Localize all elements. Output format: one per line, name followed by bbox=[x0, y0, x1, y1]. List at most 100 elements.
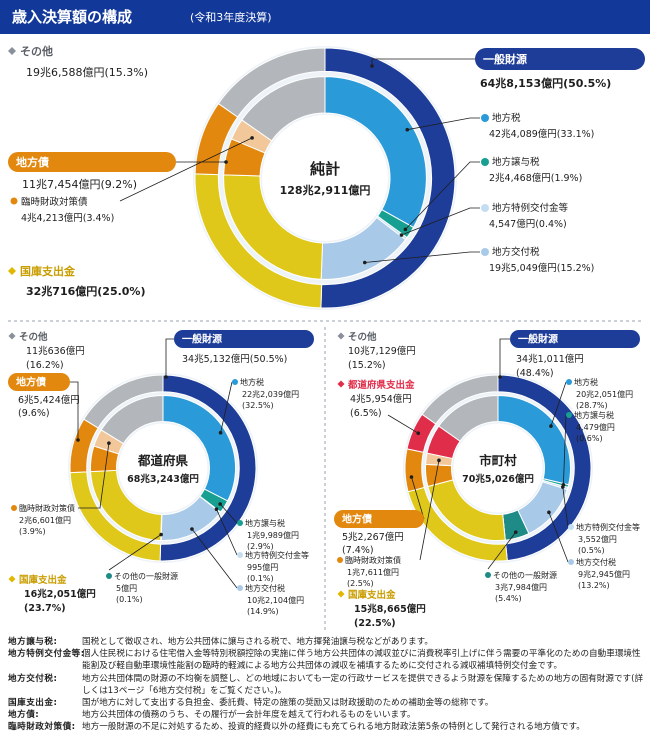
main-chihosai-tag bbox=[8, 152, 176, 172]
muni-inner-1-percent: (0.6%) bbox=[576, 434, 603, 443]
glossary: 地方譲与税: 国税として徴収され、地方公共団体に譲与される税で、地方揮発油譲与税な… bbox=[8, 636, 644, 734]
pref-other-percent: (0.1%) bbox=[116, 595, 143, 604]
muni-sonota-percent: (15.2%) bbox=[348, 360, 386, 371]
pref-inner-0-leader-dot bbox=[218, 430, 223, 435]
pref-inner-sonota bbox=[100, 394, 164, 445]
muni-kokko-label: 国庫支出金 bbox=[348, 589, 396, 601]
main-rinji-marker bbox=[10, 197, 18, 205]
glossary-row: 国庫支出金: 国が地方に対して支出する負担金、委託費、特定の施策の奨励又は財政援助… bbox=[8, 697, 644, 709]
pref-inner-0-label: 地方税 bbox=[240, 377, 264, 387]
glossary-term: 地方特例交付金等: bbox=[8, 649, 85, 660]
muni-inner-2-leader bbox=[562, 486, 569, 528]
glossary-term: 臨時財政対策債: bbox=[8, 722, 76, 733]
glossary-desc: 個人住民税における住宅借入金等特別税額控除の実施に伴う地方公共団体の減収並びに消… bbox=[82, 649, 641, 672]
pref-center-label: 都道府県 bbox=[137, 453, 189, 468]
muni-sonota-amount: 10兆7,129億円 bbox=[348, 345, 416, 357]
pref-other-label: その他の一般財源 bbox=[114, 571, 178, 581]
pref-inner-1-label: 地方譲与税 bbox=[245, 518, 285, 528]
muni-other-amount: 3兆7,984億円 bbox=[495, 582, 547, 592]
muni-inner-2-leader-dot bbox=[560, 485, 565, 489]
pref-inner-0-percent: (32.5%) bbox=[242, 401, 274, 410]
main-inner-0-amount: 42兆4,089億円(33.1%) bbox=[489, 128, 594, 140]
main-ippan-tag bbox=[475, 48, 645, 70]
main-ippan-leader-dot bbox=[370, 64, 374, 68]
main-outer-sonota bbox=[217, 47, 326, 118]
main-inner-3-leader-dot bbox=[362, 260, 367, 265]
main-kokko-amount: 32兆716億円(25.0%) bbox=[26, 284, 146, 298]
page-subtitle: (令和3年度決算) bbox=[190, 11, 272, 24]
main-inner-3-marker bbox=[481, 248, 489, 256]
pref-sonota-label: その他 bbox=[19, 331, 48, 343]
main-inner-0-marker bbox=[481, 114, 489, 122]
main-center bbox=[262, 115, 388, 241]
pref-ippan-leader bbox=[165, 338, 174, 377]
muni-sonota-marker bbox=[337, 332, 345, 340]
glossary-row: 地方債: 地方公共団体の債務のうち、その履行が一会計年度を越えて行われるものをいい… bbox=[8, 709, 644, 721]
main-inner-3-label: 地方交付税 bbox=[492, 246, 540, 258]
glossary-term: 地方交付税: bbox=[8, 673, 58, 684]
muni-chihosai-amount: 5兆2,267億円 bbox=[342, 531, 404, 543]
muni-rinji-marker bbox=[337, 557, 343, 563]
main-inner-3-leader bbox=[364, 251, 480, 263]
pref-inner-2-amount: 995億円 bbox=[247, 562, 278, 572]
main-inner-2-amount: 4,547億円(0.4%) bbox=[489, 218, 567, 230]
glossary-row: 地方交付税: 地方公共団体間の財源の不均衡を調整し、どの地域においても一定の行政サ… bbox=[8, 673, 644, 697]
pref-inner-1-leader-dot bbox=[218, 502, 222, 506]
muni-inner-2-marker bbox=[568, 524, 574, 530]
pref-sonota-amount: 11兆636億円 bbox=[26, 345, 85, 357]
pref-inner-1-marker bbox=[237, 520, 243, 526]
main-ippan-amount: 64兆8,153億円(50.5%) bbox=[480, 76, 611, 90]
main-inner-sonota bbox=[241, 76, 326, 142]
muni-ken-label: 都道府県支出金 bbox=[347, 379, 415, 391]
pref-sonota-percent: (16.2%) bbox=[26, 360, 64, 371]
glossary-term: 地方債: bbox=[8, 710, 40, 721]
muni-other-label: その他の一般財源 bbox=[493, 570, 557, 580]
pref-ippan-tag bbox=[174, 330, 314, 348]
glossary-desc: 国税として徴収され、地方公共団体に譲与される税で、地方揮発油譲与税などがあります… bbox=[82, 637, 433, 647]
main-center-label: 純計 bbox=[310, 160, 340, 178]
main-inner-3-amount: 19兆5,049億円(15.2%) bbox=[489, 262, 594, 274]
main-center-value: 128兆2,911億円 bbox=[280, 183, 371, 197]
pref-chihosai-percent: (9.6%) bbox=[18, 408, 50, 419]
muni-ippan-amount: 34兆1,011億円 bbox=[516, 353, 584, 365]
muni-inner-3-leader bbox=[548, 512, 569, 563]
main-inner-2-marker bbox=[481, 204, 489, 212]
muni-sonota-label: その他 bbox=[348, 331, 377, 343]
pref-rinji-percent: (3.9%) bbox=[19, 527, 46, 536]
page-header: 歳入決算額の構成 (令和3年度決算) bbox=[0, 0, 650, 34]
pref-inner-3-percent: (14.9%) bbox=[247, 607, 279, 616]
glossary-desc: 地方一般財源の不足に対処するため、投資的経費以外の経費にも充てられる地方財政法第… bbox=[82, 722, 585, 733]
muni-chihosai-percent: (7.4%) bbox=[342, 545, 374, 556]
pref-kokko-percent: (23.7%) bbox=[24, 603, 66, 614]
muni-inner-1-amount: 4,479億円 bbox=[576, 422, 615, 432]
pref-inner-3-leader bbox=[191, 528, 238, 589]
muni-inner-2-amount: 3,552億円 bbox=[578, 534, 617, 544]
pref-inner-1-leader bbox=[219, 503, 238, 524]
pref-inner-3-label: 地方交付税 bbox=[245, 583, 285, 593]
muni-inner-sonota bbox=[438, 394, 499, 442]
muni-inner-3-label: 地方交付税 bbox=[576, 557, 616, 567]
muni-kokko-amount: 15兆8,665億円 bbox=[354, 603, 426, 615]
muni-rinji-leader-dot bbox=[437, 458, 441, 463]
pref-inner-3-amount: 10兆2,104億円 bbox=[247, 595, 304, 605]
muni-rinji-amount: 1兆7,611億円 bbox=[347, 567, 399, 577]
muni-kokko-percent: (22.5%) bbox=[354, 618, 396, 629]
main-sonota-amount: 19兆6,588億円(15.3%) bbox=[26, 66, 148, 79]
main-ippan-leader bbox=[371, 58, 475, 66]
muni-ken-leader bbox=[387, 414, 419, 434]
muni-ken-leader-dot bbox=[416, 431, 421, 435]
muni-rinji-percent: (2.5%) bbox=[347, 579, 374, 588]
pref-inner-2-leader bbox=[216, 509, 238, 556]
pref-inner-3-marker bbox=[237, 585, 243, 591]
main-inner-2-label: 地方特例交付金等 bbox=[492, 202, 569, 214]
pref-inner-2-percent: (0.1%) bbox=[247, 574, 274, 583]
glossary-row: 地方特例交付金等: 個人住民税における住宅借入金等特別税額控除の実施に伴う地方公共… bbox=[8, 648, 644, 672]
muni-ippan-tag bbox=[510, 330, 640, 348]
pref-kokko-label: 国庫支出金 bbox=[19, 574, 67, 586]
muni-inner-2-label: 地方特例交付金等 bbox=[576, 522, 640, 532]
muni-chihosai-leader-dot bbox=[409, 475, 414, 479]
glossary-term: 地方譲与税: bbox=[8, 637, 58, 647]
muni-center bbox=[453, 423, 543, 513]
main-inner-0-label: 地方税 bbox=[492, 112, 521, 124]
muni-other-percent: (5.4%) bbox=[495, 594, 522, 603]
